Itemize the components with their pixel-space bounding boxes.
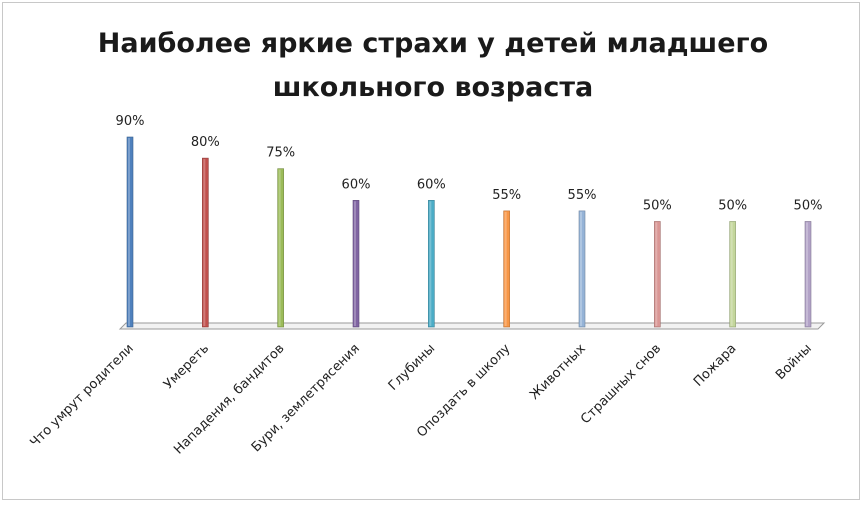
bar-highlight — [429, 201, 432, 326]
bar-group — [126, 136, 812, 328]
data-label: 50% — [643, 198, 672, 213]
category-label: Войны — [773, 341, 815, 383]
data-label: 90% — [116, 114, 145, 129]
data-label: 80% — [191, 135, 220, 150]
category-label: Животных — [527, 341, 589, 403]
chart-title-line-1: Наиболее яркие страхи у детей младшего — [97, 28, 769, 59]
data-label: 55% — [492, 188, 521, 203]
category-label: Глубины — [386, 341, 438, 393]
category-label: Умереть — [161, 341, 212, 392]
data-label: 75% — [266, 146, 295, 161]
bar-highlight — [655, 222, 658, 326]
chart-floor — [118, 322, 826, 330]
data-label: 60% — [417, 177, 446, 192]
bar-highlight — [504, 211, 507, 326]
category-label: Что умрут родители — [27, 341, 136, 450]
bar-highlight — [278, 169, 281, 326]
chart-title-line-2: школьного возраста — [272, 72, 594, 103]
value-label-group: 90% 80% 75% 60% 60% 55% 55% 50% 50% 50% — [116, 114, 823, 213]
bar-highlight — [128, 138, 130, 326]
data-label: 60% — [342, 177, 371, 192]
chart-title: Наиболее яркие страхи у детей младшего ш… — [0, 22, 866, 110]
bar-highlight — [203, 159, 206, 326]
data-label: 50% — [718, 198, 747, 213]
category-label: Страшных снов — [578, 341, 664, 427]
data-label: 55% — [568, 188, 597, 203]
chart-floor-plane — [118, 322, 826, 330]
data-label: 50% — [794, 198, 823, 213]
chart-frame — [2, 2, 860, 500]
bar-highlight — [580, 211, 582, 326]
bar-highlight — [806, 222, 808, 326]
bar-highlight — [354, 201, 356, 326]
category-label: Пожара — [691, 341, 740, 390]
bar-highlight — [730, 222, 733, 326]
